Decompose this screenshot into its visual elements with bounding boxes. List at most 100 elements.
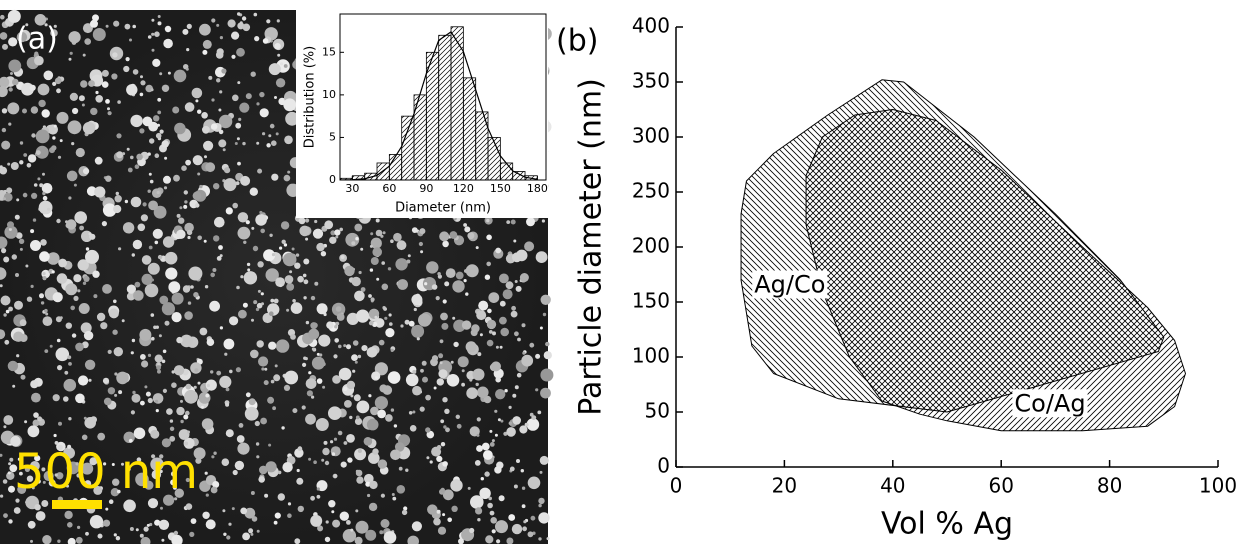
particle — [17, 485, 27, 494]
x-tick-label: 80 — [1097, 474, 1122, 498]
particle — [401, 509, 408, 516]
particle — [58, 258, 67, 268]
particle — [436, 509, 441, 514]
particle — [495, 247, 502, 254]
particle — [197, 235, 202, 241]
particle — [174, 488, 184, 498]
particle — [183, 190, 188, 195]
particle — [203, 239, 207, 243]
particle — [153, 325, 157, 330]
particle — [543, 351, 552, 360]
particle — [540, 368, 554, 382]
particle — [452, 316, 456, 320]
particle — [280, 221, 290, 230]
particle — [121, 462, 124, 466]
particle — [433, 386, 437, 390]
particle — [357, 354, 362, 359]
particle — [346, 344, 351, 350]
particle — [329, 236, 337, 244]
particle — [495, 389, 506, 400]
particle — [86, 186, 97, 197]
particle — [387, 267, 392, 271]
particle — [0, 166, 8, 175]
particle — [131, 338, 136, 343]
particle — [83, 275, 90, 282]
particle — [520, 469, 524, 473]
particle — [498, 495, 505, 502]
particle — [89, 233, 96, 240]
particle — [208, 75, 213, 80]
particle — [37, 83, 50, 96]
particle — [89, 515, 104, 529]
particle — [201, 112, 208, 119]
particle — [149, 179, 154, 184]
particle — [30, 106, 39, 114]
particle — [22, 192, 28, 198]
particle — [231, 54, 236, 59]
particle — [495, 520, 508, 534]
particle — [0, 453, 3, 457]
particle — [7, 360, 19, 372]
particle — [57, 155, 62, 159]
particle — [382, 385, 393, 395]
particle — [261, 367, 265, 371]
particle — [322, 385, 326, 389]
particle — [271, 140, 277, 146]
particle — [250, 349, 259, 359]
particle — [512, 416, 521, 425]
particle — [55, 347, 70, 362]
particle — [499, 316, 507, 325]
particle — [492, 331, 496, 336]
particle — [56, 88, 61, 94]
particle — [178, 429, 190, 440]
particle — [136, 457, 142, 463]
particle — [269, 123, 275, 129]
particle — [8, 462, 12, 466]
particle — [166, 408, 173, 415]
particle — [225, 387, 230, 392]
particle — [418, 313, 432, 327]
particle — [12, 78, 19, 86]
particle — [9, 457, 14, 462]
particle — [354, 417, 363, 425]
particle — [340, 255, 345, 259]
particle — [470, 495, 484, 509]
particle — [165, 267, 178, 280]
particle — [123, 499, 136, 513]
x-axis-label: Diameter (nm) — [395, 201, 491, 216]
particle — [316, 352, 320, 356]
particle — [185, 503, 193, 510]
particle — [6, 187, 13, 194]
particle — [0, 284, 3, 288]
particle — [130, 196, 142, 208]
particle — [72, 107, 79, 115]
particle — [108, 308, 119, 319]
particle — [455, 271, 464, 280]
particle — [467, 486, 471, 490]
particle — [264, 367, 268, 371]
particle — [268, 134, 272, 138]
particle — [190, 362, 202, 374]
particle — [93, 485, 103, 495]
particle — [521, 354, 534, 367]
axes-frame — [339, 13, 547, 181]
particle — [160, 506, 163, 510]
particle — [469, 378, 473, 382]
particle — [237, 12, 241, 16]
particle — [212, 268, 217, 272]
particle — [516, 372, 522, 378]
particle — [238, 423, 244, 428]
particle — [223, 178, 237, 192]
particle — [294, 448, 304, 458]
particle — [238, 117, 242, 121]
particle — [176, 336, 183, 344]
particle — [204, 471, 208, 475]
particle — [370, 232, 374, 236]
particle — [311, 347, 315, 351]
particle — [284, 135, 293, 145]
particle — [128, 438, 133, 443]
particle — [465, 341, 477, 353]
particle — [291, 247, 295, 251]
particle — [263, 380, 269, 386]
y-tick-label: 350 — [632, 69, 670, 93]
